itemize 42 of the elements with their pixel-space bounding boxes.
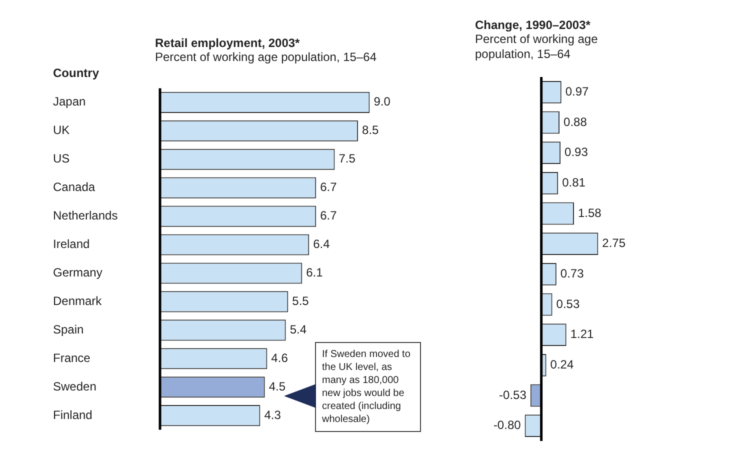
data-label: 8.5 [362,123,380,138]
chart-title: Retail employment, 2003* [155,36,300,50]
y-tick-label: Netherlands [53,208,118,223]
data-label: 0.93 [564,145,588,160]
y-tick-label: US [53,152,70,166]
data-label: 0.97 [565,84,590,98]
y-axis-title: Country [53,66,99,80]
chart-subtitle: Percent of working age population, 15–64 [475,32,599,62]
data-label: 6.7 [320,208,338,223]
data-label: 4.3 [264,408,282,422]
data-label: 9.0 [374,94,391,109]
data-label: 6.1 [306,266,324,280]
y-tick-label: Germany [53,266,102,280]
chart-title: Change, 1990–2003* [475,18,590,32]
data-label: 0.81 [562,175,586,190]
data-label: 0.88 [564,114,588,129]
data-label: 0.24 [550,357,574,372]
data-label: 2.75 [602,236,626,250]
data-label: 1.58 [578,206,602,220]
y-tick-label: Canada [53,180,96,194]
data-label: 4.5 [268,379,286,394]
y-tick-label: Finland [53,408,92,422]
y-tick-label: Japan [53,94,86,109]
data-label: 1.21 [570,327,594,342]
y-tick-label: Denmark [53,294,103,308]
y-tick-label: UK [53,123,70,138]
y-tick-label: France [53,350,91,365]
data-label: 5.5 [292,294,310,308]
data-label: 0.53 [556,296,580,311]
data-label: 5.4 [290,322,307,336]
annotation: If Sweden moved to the UK level, as many as 180,000 new jobs would be created (including wholesale) [315,342,421,432]
data-label: 7.5 [338,152,356,166]
data-label: 6.7 [320,180,338,194]
y-tick-label: Ireland [53,237,90,252]
chart-subtitle: Percent of working age population, 15–64 [155,50,378,65]
data-label: 4.6 [271,350,288,365]
data-label: 6.4 [313,237,330,252]
data-label: -0.53 [499,388,527,402]
data-label: 0.73 [560,266,584,280]
y-tick-label: Spain [53,322,84,336]
y-tick-label: Sweden [53,379,96,394]
data-label: -0.80 [493,418,522,432]
